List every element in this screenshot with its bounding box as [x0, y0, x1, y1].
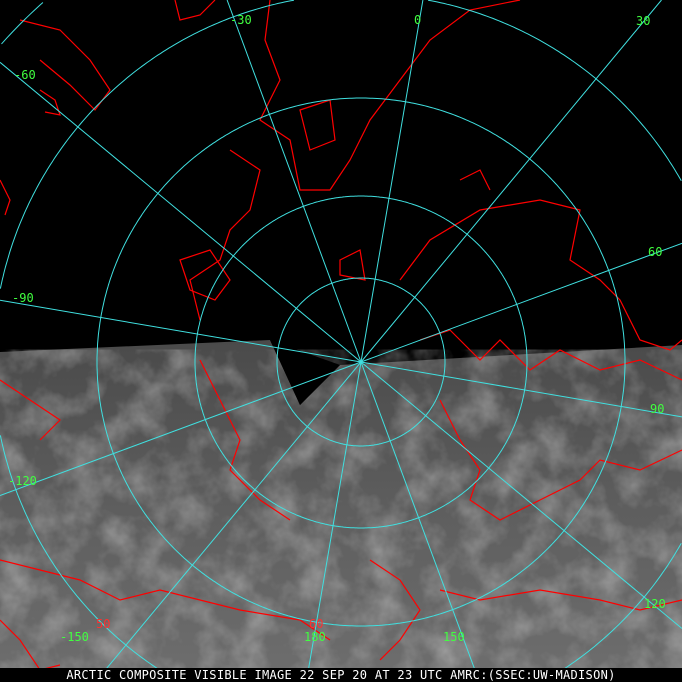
latitude-labels: 60 50	[96, 617, 323, 631]
latitude-circle	[194, 195, 528, 529]
meridian-line	[360, 0, 424, 363]
meridian-line	[0, 361, 362, 496]
lon-label: -150	[60, 630, 89, 644]
lat-label: 50	[96, 617, 110, 631]
lon-label: -30	[230, 13, 252, 27]
latitude-circle	[96, 97, 626, 627]
lon-label: 30	[636, 14, 650, 28]
lon-label: 60	[648, 245, 662, 259]
lon-label: 120	[644, 597, 666, 611]
lon-label: 0	[414, 13, 421, 27]
meridian-line	[94, 361, 362, 682]
meridian-line	[360, 361, 682, 418]
meridian-line	[360, 361, 480, 682]
latitude-circle	[2, 3, 680, 44]
meridian-line	[0, 299, 362, 363]
meridian-line	[226, 0, 362, 363]
lon-label: -90	[12, 291, 34, 305]
night-wedge	[270, 340, 340, 405]
meridian-line	[360, 361, 682, 629]
lon-label: 90	[650, 402, 664, 416]
latitude-circle	[276, 277, 446, 447]
lat-label: 60	[309, 617, 323, 631]
lon-label: -120	[8, 474, 37, 488]
meridian-line	[0, 61, 362, 363]
lon-label: 180	[304, 630, 326, 644]
meridian-line	[305, 361, 362, 682]
longitude-labels: -30 0 30 -60 60 -90 90 -120 120 180 150 …	[8, 13, 666, 644]
meridian-line	[360, 242, 682, 363]
lon-label: 150	[443, 630, 465, 644]
cloud-texture	[0, 380, 682, 682]
meridian-line	[360, 0, 662, 363]
image-caption: ARCTIC COMPOSITE VISIBLE IMAGE 22 SEP 20…	[0, 668, 682, 682]
lon-label: -60	[14, 68, 36, 82]
